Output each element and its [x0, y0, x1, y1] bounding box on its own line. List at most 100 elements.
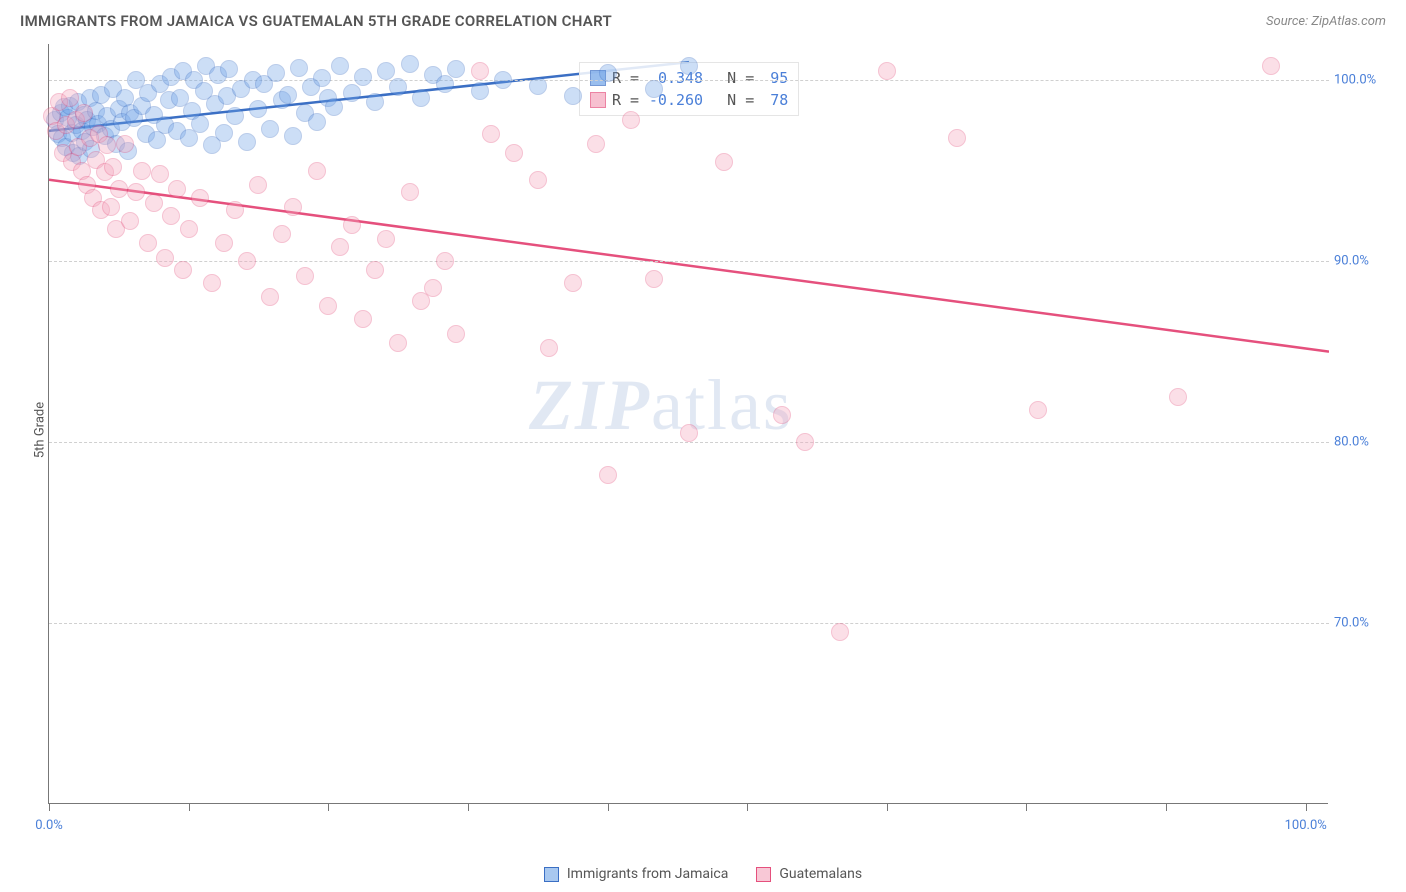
scatter-point: [226, 201, 244, 219]
xtick: [49, 803, 50, 811]
xtick: [1306, 803, 1307, 811]
legend-label: Guatemalans: [779, 866, 862, 882]
scatter-point: [98, 136, 116, 154]
scatter-point: [471, 82, 489, 100]
stats-r-label: R =: [612, 91, 639, 109]
scatter-point: [366, 93, 384, 111]
scatter-point: [1169, 388, 1187, 406]
scatter-point: [680, 57, 698, 75]
scatter-point: [715, 153, 733, 171]
xtick: [468, 803, 469, 811]
scatter-point: [226, 107, 244, 125]
scatter-point: [261, 288, 279, 306]
scatter-point: [401, 55, 419, 73]
scatter-point: [1029, 401, 1047, 419]
scatter-point: [267, 64, 285, 82]
scatter-point: [505, 144, 523, 162]
legend-item: Guatemalans: [756, 866, 862, 882]
scatter-point: [587, 135, 605, 153]
watermark: ZIPatlas: [529, 364, 793, 447]
scatter-point: [180, 220, 198, 238]
scatter-point: [261, 120, 279, 138]
scatter-point: [773, 406, 791, 424]
scatter-point: [331, 238, 349, 256]
scatter-point: [645, 270, 663, 288]
scatter-point: [412, 89, 430, 107]
scatter-point: [377, 230, 395, 248]
scatter-point: [494, 71, 512, 89]
scatter-point: [447, 325, 465, 343]
legend-swatch: [756, 867, 771, 882]
scatter-point: [1262, 57, 1280, 75]
gridline-h: [49, 623, 1329, 624]
scatter-point: [180, 129, 198, 147]
scatter-point: [139, 234, 157, 252]
watermark-rest: atlas: [651, 365, 793, 445]
scatter-point: [249, 100, 267, 118]
xtick: [328, 803, 329, 811]
xtick: [189, 803, 190, 811]
scatter-point: [436, 75, 454, 93]
scatter-point: [564, 87, 582, 105]
stats-n-label: N =: [709, 91, 754, 109]
stats-n-value: 78: [760, 91, 788, 109]
scatter-point: [366, 261, 384, 279]
scatter-point: [168, 180, 186, 198]
scatter-point: [599, 64, 617, 82]
scatter-point: [599, 466, 617, 484]
scatter-point: [645, 80, 663, 98]
scatter-point: [308, 162, 326, 180]
scatter-point: [354, 310, 372, 328]
ytick-label: 70.0%: [1334, 616, 1384, 631]
legend-item: Immigrants from Jamaica: [544, 866, 729, 882]
y-axis-label: 5th Grade: [33, 402, 48, 458]
stats-n-value: 95: [760, 69, 788, 87]
scatter-point: [796, 433, 814, 451]
scatter-point: [482, 125, 500, 143]
scatter-point: [273, 225, 291, 243]
scatter-point: [191, 189, 209, 207]
stats-n-label: N =: [709, 69, 754, 87]
scatter-point: [174, 261, 192, 279]
scatter-point: [162, 207, 180, 225]
scatter-point: [75, 104, 93, 122]
ytick-label: 100.0%: [1334, 73, 1384, 88]
scatter-point: [564, 274, 582, 292]
scatter-point: [319, 297, 337, 315]
scatter-point: [331, 57, 349, 75]
legend-swatch: [544, 867, 559, 882]
scatter-point: [215, 234, 233, 252]
legend-swatch: [590, 92, 606, 108]
scatter-point: [215, 124, 233, 142]
scatter-point: [290, 59, 308, 77]
stats-row: R = -0.260 N = 78: [590, 89, 788, 111]
xtick: [887, 803, 888, 811]
scatter-point: [401, 183, 419, 201]
xtick-label: 0.0%: [35, 818, 63, 833]
scatter-point: [325, 98, 343, 116]
scatter-point: [389, 78, 407, 96]
scatter-point: [680, 424, 698, 442]
chart-container: 5th Grade ZIPatlas R = 0.348 N = 95R = -…: [48, 44, 1388, 816]
scatter-point: [151, 165, 169, 183]
scatter-point: [284, 127, 302, 145]
xtick: [1166, 803, 1167, 811]
scatter-point: [471, 62, 489, 80]
chart-title: IMMIGRANTS FROM JAMAICA VS GUATEMALAN 5T…: [20, 12, 612, 30]
scatter-point: [133, 162, 151, 180]
scatter-point: [447, 60, 465, 78]
scatter-point: [279, 86, 297, 104]
watermark-bold: ZIP: [529, 365, 651, 445]
scatter-point: [238, 252, 256, 270]
xtick: [747, 803, 748, 811]
scatter-point: [203, 274, 221, 292]
scatter-point: [343, 216, 361, 234]
scatter-point: [284, 198, 302, 216]
scatter-point: [121, 212, 139, 230]
scatter-point: [191, 115, 209, 133]
xtick-label: 100.0%: [1285, 818, 1327, 833]
bottom-legend: Immigrants from Jamaica Guatemalans: [0, 866, 1406, 882]
xtick: [608, 803, 609, 811]
gridline-h: [49, 442, 1329, 443]
legend-label: Immigrants from Jamaica: [567, 866, 729, 882]
